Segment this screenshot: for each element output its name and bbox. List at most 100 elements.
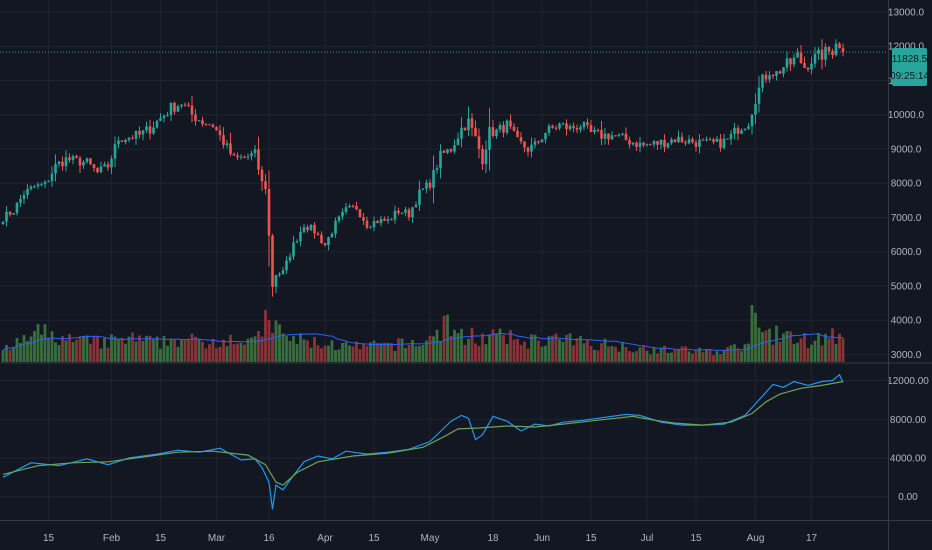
volume-bar (355, 341, 358, 362)
volume-bar (817, 333, 820, 362)
volume-bar (194, 336, 197, 362)
candle-body (628, 140, 631, 145)
y-tick-label: 0.00 (898, 492, 918, 503)
volume-bar (757, 327, 761, 362)
volume-bar (141, 340, 145, 362)
x-tick-label: May (421, 533, 440, 544)
candle-body (89, 158, 92, 165)
volume-bar (691, 353, 694, 362)
volume-ma-line (2, 332, 844, 351)
volume-bar (827, 338, 831, 362)
volume-bar (705, 349, 708, 362)
candle-body (127, 137, 131, 140)
candle-body (134, 130, 138, 139)
candle-body (253, 149, 257, 154)
candle-body (488, 127, 491, 150)
volume-bar (635, 351, 638, 362)
volume-bar (568, 333, 572, 362)
volume-bar (264, 309, 267, 362)
volume-bar (418, 345, 421, 362)
volume-bar (491, 329, 495, 362)
volume-bar (75, 339, 78, 362)
price-pane[interactable] (0, 39, 888, 297)
candle-body (677, 136, 680, 143)
candle-body (463, 127, 467, 131)
x-tick-label: Jul (641, 533, 654, 544)
candle-body (694, 142, 698, 147)
candle-body (810, 63, 813, 70)
candle-body (806, 67, 810, 70)
y-tick-label: 6000.0 (891, 247, 922, 258)
candle-body (334, 220, 337, 235)
candle-body (533, 141, 537, 145)
candle-body (169, 102, 173, 116)
volume-bar (54, 342, 57, 362)
candle-body (211, 124, 215, 127)
candle-body (418, 189, 421, 205)
volume-bar (467, 338, 470, 362)
volume-bar (831, 328, 834, 362)
candle-body (540, 139, 544, 143)
x-tick-label: 15 (368, 533, 380, 544)
volume-bar (61, 336, 64, 362)
volume-bar (96, 336, 99, 362)
candle-body (243, 156, 246, 158)
candle-body (838, 43, 841, 49)
candle-body (610, 135, 614, 140)
candle-body (183, 104, 187, 106)
volume-bar (47, 338, 50, 362)
volume-bar (89, 343, 92, 362)
candle-body (180, 104, 183, 107)
candle-body (113, 144, 117, 159)
candle-body (278, 273, 281, 276)
candle-body (61, 161, 64, 167)
volume-bar (369, 342, 372, 362)
volume-bar (519, 344, 523, 362)
volume-bar (838, 333, 841, 362)
candle-body (505, 120, 509, 133)
candle-body (652, 141, 656, 145)
volume-bar (341, 342, 344, 362)
volume-bar (789, 331, 792, 362)
candle-body (400, 212, 404, 214)
candle-body (834, 43, 838, 56)
candle-body (1, 221, 5, 225)
volume-bar (589, 345, 593, 362)
candle-body (502, 125, 505, 133)
volume-bar (278, 324, 281, 362)
candle-body (757, 87, 761, 104)
volume-bar (761, 332, 764, 362)
candle-body (579, 127, 582, 130)
volume-bar (337, 349, 341, 362)
volume-bar (323, 345, 327, 362)
volume-bar (785, 330, 789, 362)
volume-bar (768, 328, 771, 362)
candle-body (379, 218, 383, 224)
candle-body (456, 138, 460, 146)
candle-body (698, 139, 701, 147)
candle-body (355, 206, 358, 210)
volume-bar (740, 351, 743, 362)
candle-body (222, 135, 225, 146)
volume-bar (404, 348, 407, 362)
candle-body (582, 122, 586, 128)
candle-body (680, 136, 684, 143)
candle-body (589, 125, 593, 133)
candle-body (264, 181, 267, 189)
candle-body (782, 67, 785, 74)
candle-body (106, 164, 110, 168)
volume-bar (243, 344, 246, 362)
volume-bar (393, 351, 397, 362)
candle-body (103, 164, 106, 167)
volume-bar (43, 324, 47, 362)
candle-body (733, 127, 736, 134)
candle-body (432, 170, 435, 188)
candle-body (743, 128, 747, 131)
volume-bar (222, 339, 225, 362)
volume-bar (425, 340, 428, 362)
indicator-pane[interactable] (2, 373, 844, 510)
volume-bar (645, 350, 649, 362)
